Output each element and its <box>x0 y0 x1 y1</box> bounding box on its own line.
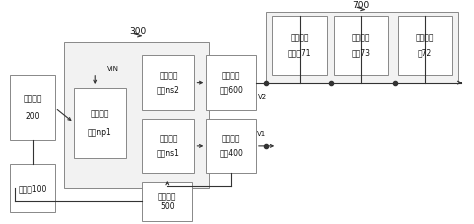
Bar <box>266 12 458 83</box>
Bar <box>334 16 388 75</box>
Text: 电路400: 电路400 <box>219 149 243 157</box>
Bar <box>10 164 55 212</box>
Bar <box>64 42 209 188</box>
Text: 反馈调节: 反馈调节 <box>352 33 370 42</box>
Text: 绕组ns1: 绕组ns1 <box>157 149 180 157</box>
Bar <box>143 55 194 110</box>
Text: 假负载电: 假负载电 <box>416 33 434 42</box>
Text: 第二副边: 第二副边 <box>159 71 178 80</box>
Text: VIN: VIN <box>107 66 119 72</box>
Text: 主路输出: 主路输出 <box>222 134 240 143</box>
Bar <box>10 75 55 140</box>
Bar <box>143 119 194 173</box>
Text: 第一副边: 第一副边 <box>159 134 178 143</box>
Bar <box>143 182 192 221</box>
Text: 辅路输出: 辅路输出 <box>222 71 240 80</box>
Bar <box>398 16 452 75</box>
Bar <box>206 119 256 173</box>
Text: 绕组ns2: 绕组ns2 <box>157 85 180 94</box>
Text: 电路600: 电路600 <box>219 85 243 94</box>
Text: 绕组np1: 绕组np1 <box>88 127 112 137</box>
Text: 700: 700 <box>352 1 369 10</box>
Text: 开关电路: 开关电路 <box>23 95 42 104</box>
Text: 第一原边: 第一原边 <box>91 109 109 118</box>
Text: 200: 200 <box>25 112 40 121</box>
Text: 路72: 路72 <box>418 49 432 58</box>
Text: 电路73: 电路73 <box>352 49 371 58</box>
Bar <box>206 55 256 110</box>
Bar <box>273 16 327 75</box>
Text: V1: V1 <box>257 131 266 137</box>
Text: 控制器100: 控制器100 <box>18 184 47 193</box>
Text: 制电路71: 制电路71 <box>288 49 311 58</box>
Text: V2: V2 <box>258 94 267 99</box>
Bar <box>74 88 126 158</box>
Text: 500: 500 <box>160 202 174 211</box>
Text: 假负载控: 假负载控 <box>291 33 309 42</box>
Text: 反馈电路: 反馈电路 <box>158 192 176 201</box>
Text: 300: 300 <box>129 27 146 36</box>
